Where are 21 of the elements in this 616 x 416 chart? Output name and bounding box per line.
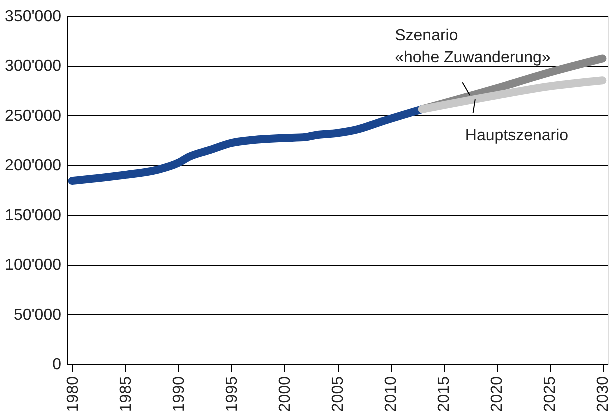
x-tick-label: 2030 [595,376,612,412]
x-tick-label: 1985 [118,376,135,412]
y-tick-label: 200'000 [5,158,62,175]
y-tick-label: 50'000 [14,306,62,324]
x-tick-label: 1995 [224,376,241,412]
x-tick-label: 1990 [170,376,188,412]
x-tick-label: 2010 [383,376,400,412]
y-tick-label: 250'000 [5,108,62,125]
x-tick-label: 2020 [489,376,506,412]
y-tick-label: 150'000 [5,207,62,224]
x-tick-label: 2005 [330,376,347,412]
y-tick-label: 350'000 [5,8,62,26]
y-tick-label: 100'000 [5,257,62,274]
annotation: Szenario «hohe Zuwanderung» [395,28,551,67]
x-tick-label: 2025 [542,376,560,412]
x-tick-label: 2000 [276,376,294,412]
x-tick-label: 2015 [436,376,454,412]
y-tick-label: 0 [52,356,62,374]
annotation: Hauptszenario [465,128,569,145]
y-tick-label: 300'000 [5,58,62,76]
x-tick-label: 1980 [64,376,82,412]
